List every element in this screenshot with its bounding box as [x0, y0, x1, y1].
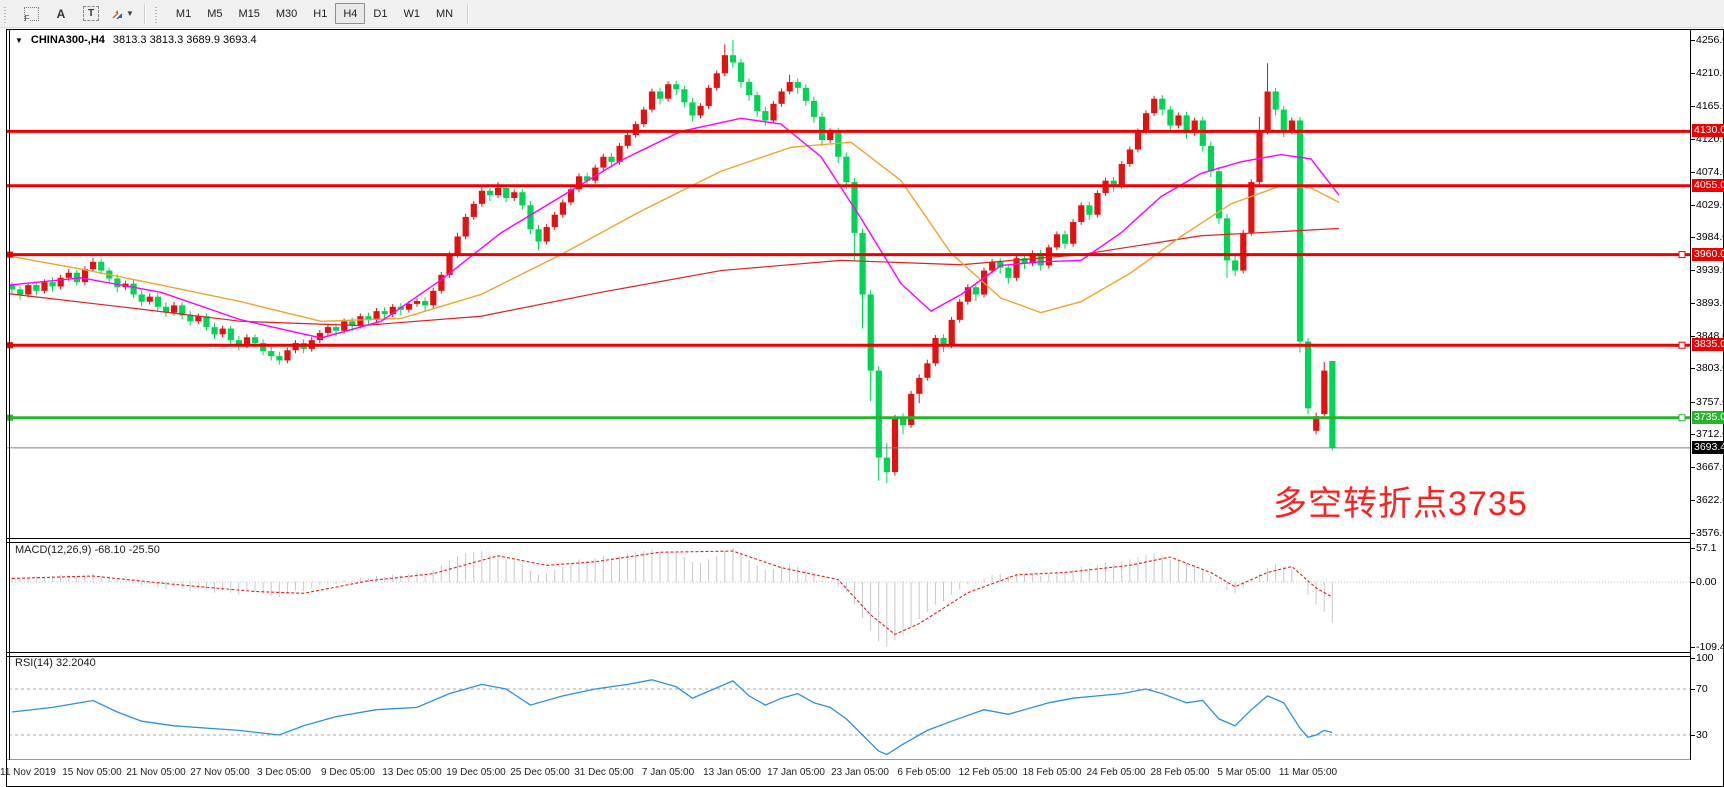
chart-header: ▼ CHINA300-,H4 3813.3 3813.3 3689.9 3693…	[15, 34, 257, 46]
date-axis-label: 11 Nov 2019	[0, 767, 56, 778]
timeframe-button-m1[interactable]: M1	[175, 7, 192, 20]
arrows-icon	[112, 9, 123, 19]
price-axis-label: 4210.0	[1690, 67, 1724, 79]
rsi-panel-bottom-border	[7, 759, 1690, 760]
price-axis-label: 3984.0	[1690, 231, 1724, 243]
letter-a-icon: A	[56, 6, 66, 21]
timeframe-button-mn[interactable]: MN	[435, 7, 454, 20]
price-axis-label: 4256.0	[1690, 34, 1724, 46]
macd-axis-label: -109.43	[1691, 641, 1724, 653]
letter-t-icon: T	[83, 6, 99, 21]
toolbar-separator	[143, 3, 145, 24]
date-axis-label: 21 Nov 05:00	[126, 767, 186, 778]
collapse-triangle-icon[interactable]: ▼	[15, 35, 23, 45]
date-axis-label: 31 Dec 05:00	[574, 767, 634, 778]
date-axis-label: 27 Nov 05:00	[190, 767, 250, 778]
date-axis-label: 12 Feb 05:00	[958, 767, 1018, 778]
chart-window-icon[interactable]: F	[17, 3, 45, 25]
chart-window[interactable]: ▼ CHINA300-,H4 3813.3 3813.3 3689.9 3693…	[0, 29, 1724, 787]
top-toolbar: F A T ▼ M1 M5 M15 M30 H1 H4 D1 W1 MN	[0, 0, 1724, 28]
date-axis-label: 28 Feb 05:00	[1150, 767, 1210, 778]
panel-separator-rsi[interactable]	[7, 652, 1690, 657]
rsi-axis-label: 30	[1691, 729, 1708, 741]
date-axis-label: 9 Dec 05:00	[321, 767, 375, 778]
price-axis-label: 3622.0	[1690, 494, 1724, 506]
date-axis-label: 25 Dec 05:00	[510, 767, 570, 778]
line-studies-icon[interactable]: ▼	[107, 3, 138, 25]
level-price-tag[interactable]: 3960.0	[1692, 247, 1724, 261]
current-price-tag: 3693.4	[1692, 440, 1724, 454]
symbol-title: CHINA300-,H4	[30, 34, 105, 46]
date-axis-label: 18 Feb 05:00	[1022, 767, 1082, 778]
price-axis-label: 3893.0	[1690, 297, 1724, 309]
date-axis-label: 13 Jan 05:00	[703, 767, 761, 778]
price-axis-label: 4165.0	[1690, 100, 1724, 112]
date-axis-label: 19 Dec 05:00	[446, 767, 506, 778]
price-axis-label: 3712.0	[1690, 428, 1724, 440]
date-axis-label: 24 Feb 05:00	[1086, 767, 1146, 778]
timeframe-button-h1[interactable]: H1	[313, 7, 328, 20]
price-axis-label: 4074.0	[1690, 166, 1724, 178]
text-label-icon[interactable]: T	[77, 3, 105, 25]
date-axis-label: 11 Mar 05:00	[1278, 767, 1338, 778]
price-axis-label: 3757.0	[1690, 396, 1724, 408]
toolbar-separator-2	[467, 3, 469, 24]
price-axis-border	[1690, 30, 1691, 760]
rsi-axis-label: 100	[1691, 652, 1714, 664]
chart-canvas[interactable]	[7, 30, 1724, 784]
timeframe-toolbar: M1 M5 M15 M30 H1 H4 D1 W1 MN	[168, 3, 461, 24]
window-inner-border	[9, 30, 10, 760]
level-price-tag[interactable]: 4130.0	[1692, 124, 1724, 138]
macd-axis-label: 57.1	[1690, 542, 1717, 554]
price-axis-label: 3803.0	[1690, 362, 1724, 374]
timeframe-button-h4[interactable]: H4	[335, 3, 366, 24]
timeframe-button-m15[interactable]: M15	[238, 7, 260, 20]
price-axis-label: 3576.0	[1690, 527, 1724, 539]
ohlc-values: 3813.3 3813.3 3689.9 3693.4	[112, 34, 257, 46]
timeframe-grip[interactable]	[154, 4, 163, 23]
macd-histogram	[11, 548, 1333, 647]
chevron-down-icon: ▼	[126, 9, 134, 18]
date-axis-label: 5 Mar 05:00	[1217, 767, 1271, 778]
date-axis-label: 13 Dec 05:00	[382, 767, 442, 778]
price-axis-label: 3939.0	[1690, 264, 1724, 276]
macd-axis-label: 0.00	[1690, 576, 1717, 588]
date-axis-label: 7 Jan 05:00	[641, 767, 695, 778]
level-price-tag[interactable]: 3835.0	[1692, 338, 1724, 352]
chart-window-icon-glyph: F	[23, 6, 39, 23]
cursor-a-icon[interactable]: A	[47, 3, 75, 25]
timeframe-button-w1[interactable]: W1	[403, 7, 420, 20]
date-axis-label: 23 Jan 05:00	[831, 767, 889, 778]
level-price-tag[interactable]: 3735.0	[1692, 410, 1724, 424]
rsi-indicator-label: RSI(14) 32.2040	[15, 657, 96, 669]
panel-separator-macd[interactable]	[7, 538, 1690, 543]
date-axis-label: 15 Nov 05:00	[62, 767, 122, 778]
level-price-tag[interactable]: 4055.0	[1692, 178, 1724, 192]
date-axis-label: 17 Jan 05:00	[767, 767, 825, 778]
rsi-axis-label: 70	[1691, 683, 1708, 695]
timeframe-button-d1[interactable]: D1	[373, 7, 388, 20]
date-axis-label: 6 Feb 05:00	[897, 767, 951, 778]
price-axis-label: 3667.0	[1690, 461, 1724, 473]
date-axis-label: 3 Dec 05:00	[257, 767, 311, 778]
timeframe-button-m5[interactable]: M5	[207, 7, 223, 20]
price-axis-label: 4029.0	[1690, 199, 1724, 211]
annotation-text: 多空转折点3735	[1273, 485, 1528, 523]
macd-indicator-label: MACD(12,26,9) -68.10 -25.50	[15, 544, 160, 556]
timeframe-button-m30[interactable]: M30	[275, 7, 298, 20]
toolbar-grip[interactable]	[4, 4, 12, 23]
